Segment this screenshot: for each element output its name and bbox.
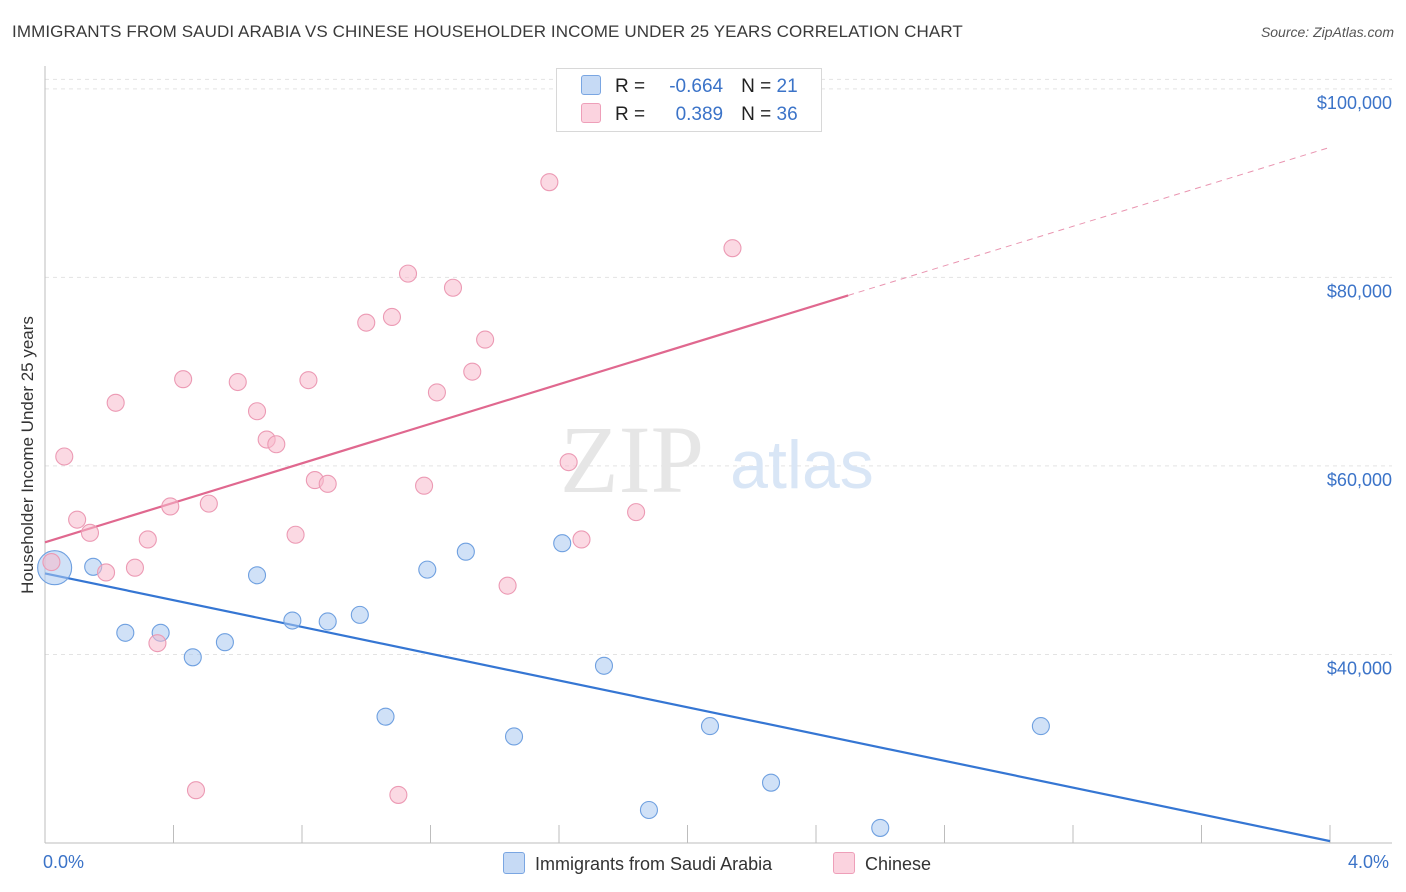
point-chinese (723, 239, 742, 258)
point-chinese (627, 503, 646, 522)
point-chinese (68, 510, 87, 529)
point-chinese (106, 393, 125, 412)
correlation-legend: R = -0.664 N = 21 R = 0.389 N = 36 (556, 68, 822, 132)
point-saudi-arabia (639, 800, 659, 820)
point-chinese (463, 362, 482, 381)
legend-r-label: R = (615, 104, 646, 125)
bottom-legend-swatch-chinese (833, 852, 855, 874)
data-points (37, 173, 1050, 837)
legend-n-value: 21 (776, 76, 798, 97)
point-saudi-arabia (553, 534, 572, 553)
point-chinese (228, 372, 247, 392)
y-tick-labels: $40,000 $60,000 $80,000 $100,000 (1317, 93, 1392, 679)
point-saudi-arabia (871, 818, 890, 837)
point-chinese (148, 634, 167, 653)
point-chinese (174, 370, 193, 389)
point-chinese (96, 563, 116, 582)
bottom-legend-label-chinese: Chinese (865, 854, 932, 874)
point-saudi-arabia (376, 707, 395, 726)
legend-r-value: 0.389 (675, 104, 724, 125)
y-tick-label: $40,000 (1327, 658, 1392, 678)
legend-swatch-chinese (581, 103, 601, 123)
point-chinese (199, 494, 218, 513)
source-label: Source: ZipAtlas.com (1260, 24, 1394, 40)
point-chinese (299, 371, 318, 390)
y-tick-label: $100,000 (1317, 93, 1392, 113)
point-chinese (138, 530, 157, 549)
point-saudi-arabia (318, 612, 337, 631)
point-chinese (389, 785, 408, 804)
point-chinese (247, 402, 267, 421)
point-chinese (55, 447, 74, 466)
legend-r-label: R = (615, 76, 646, 97)
point-chinese (476, 330, 495, 349)
x-tick-min: 0.0% (43, 852, 85, 872)
point-chinese (415, 476, 434, 495)
legend-row-chinese: R = 0.389 N = 36 (581, 103, 798, 126)
legend-n-label: N = (741, 104, 772, 125)
point-chinese (80, 523, 100, 542)
y-tick-label: $60,000 (1327, 470, 1392, 490)
bottom-legend-label-saudi: Immigrants from Saudi Arabia (535, 854, 773, 874)
point-saudi-arabia (283, 611, 302, 630)
legend-n-label: N = (741, 76, 772, 97)
point-chinese (267, 435, 286, 454)
point-chinese (559, 453, 578, 472)
point-chinese (540, 173, 559, 192)
grid-lines (45, 78, 1392, 655)
point-chinese (125, 558, 144, 577)
point-chinese (498, 576, 517, 595)
point-chinese (398, 264, 418, 283)
y-tick-label: $80,000 (1327, 281, 1392, 301)
point-saudi-arabia (761, 773, 781, 792)
point-chinese (318, 474, 337, 493)
point-chinese (572, 530, 591, 549)
watermark-atlas: atlas (730, 427, 874, 503)
bottom-legend-swatch-saudi (503, 852, 525, 874)
point-chinese (42, 553, 61, 572)
point-saudi-arabia (594, 656, 614, 675)
bottom-legend-chinese: Chinese (833, 852, 931, 875)
point-saudi-arabia (215, 633, 234, 652)
trend-line-dashed (847, 146, 1331, 296)
point-saudi-arabia (116, 623, 135, 642)
point-chinese (382, 307, 402, 327)
trend-lines (44, 146, 1331, 843)
point-chinese (286, 525, 305, 544)
point-chinese (427, 383, 446, 402)
legend-swatch-saudi (581, 75, 601, 95)
point-saudi-arabia (247, 566, 267, 585)
chart-title: IMMIGRANTS FROM SAUDI ARABIA VS CHINESE … (12, 22, 963, 41)
legend-n-value: 36 (776, 104, 798, 125)
legend-r-value: -0.664 (669, 76, 724, 97)
point-chinese (357, 313, 376, 332)
point-chinese (161, 497, 180, 516)
trend-line-solid (44, 572, 1331, 843)
point-saudi-arabia (183, 648, 202, 667)
point-saudi-arabia (504, 727, 524, 746)
bottom-legend-saudi: Immigrants from Saudi Arabia (503, 852, 772, 875)
point-saudi-arabia (700, 717, 720, 736)
y-axis-label: Householder Income Under 25 years (18, 316, 37, 594)
axes (44, 66, 1392, 844)
point-saudi-arabia (456, 542, 475, 561)
point-saudi-arabia (1031, 717, 1050, 736)
point-saudi-arabia (350, 605, 369, 624)
watermark-zip: ZIP (560, 406, 704, 513)
point-saudi-arabia (418, 560, 437, 579)
trend-line-solid (44, 294, 849, 544)
point-chinese (443, 278, 463, 297)
point-chinese (186, 781, 206, 800)
x-tick-max: 4.0% (1348, 852, 1390, 872)
legend-row-saudi: R = -0.664 N = 21 (581, 75, 798, 98)
